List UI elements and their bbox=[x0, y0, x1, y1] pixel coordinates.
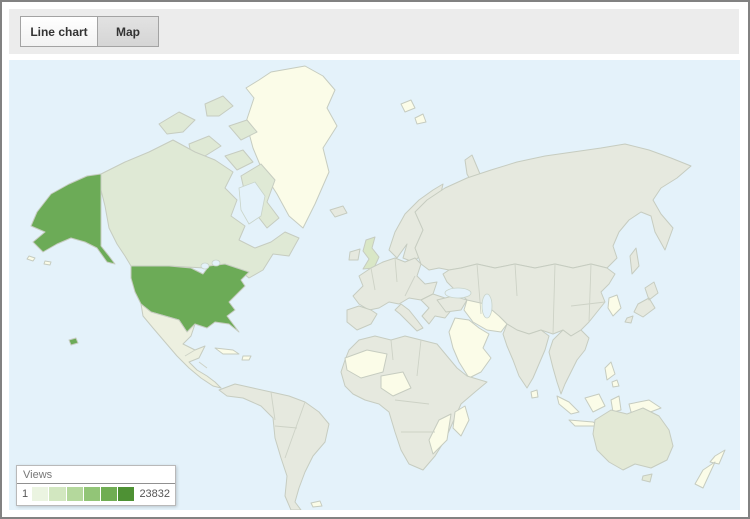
region-iceland[interactable] bbox=[329, 205, 348, 218]
region-caribbean[interactable] bbox=[214, 347, 252, 361]
region-east-africa[interactable] bbox=[428, 413, 452, 455]
region-madagascar[interactable] bbox=[452, 405, 470, 437]
country-borders bbox=[184, 257, 606, 459]
legend-swatch-6 bbox=[118, 487, 135, 501]
legend-swatch-2 bbox=[49, 487, 66, 501]
legend-swatch-5 bbox=[101, 487, 118, 501]
region-aleutian-islands[interactable] bbox=[26, 255, 52, 266]
line-chart-button[interactable]: Line chart bbox=[20, 16, 98, 47]
region-alaska-united-states[interactable] bbox=[30, 173, 116, 265]
region-new-zealand[interactable] bbox=[694, 449, 726, 489]
region-tasmania[interactable] bbox=[641, 473, 653, 483]
legend-title: Views bbox=[17, 466, 175, 484]
region-greenland[interactable] bbox=[245, 65, 338, 229]
region-italy[interactable] bbox=[394, 303, 424, 332]
map-legend: Views 1 23832 bbox=[16, 465, 176, 506]
legend-swatch-1 bbox=[32, 487, 49, 501]
region-south-america[interactable] bbox=[218, 383, 330, 510]
region-mexico-central-america[interactable] bbox=[140, 303, 222, 389]
hudson-bay bbox=[238, 181, 266, 225]
map-button[interactable]: Map bbox=[97, 16, 159, 47]
world-map: Views 1 23832 bbox=[9, 60, 740, 510]
region-canada[interactable] bbox=[100, 139, 300, 279]
view-toggle-group: Line chart Map bbox=[20, 16, 159, 47]
view-toolbar: Line chart Map bbox=[9, 9, 739, 54]
caspian-sea bbox=[481, 293, 493, 319]
region-philippines[interactable] bbox=[604, 361, 620, 388]
region-india[interactable] bbox=[502, 323, 550, 389]
great-lakes bbox=[200, 259, 221, 270]
region-ireland[interactable] bbox=[348, 248, 361, 261]
region-svalbard[interactable] bbox=[400, 99, 427, 125]
region-korea[interactable] bbox=[607, 294, 622, 317]
region-sri-lanka[interactable] bbox=[530, 389, 539, 399]
black-sea bbox=[444, 287, 472, 299]
region-japan[interactable] bbox=[624, 281, 659, 324]
legend-scale: 1 23832 bbox=[17, 484, 175, 505]
region-western-europe[interactable] bbox=[352, 257, 438, 311]
region-hawaii-united-states[interactable] bbox=[68, 337, 79, 346]
legend-swatch-4 bbox=[83, 487, 100, 501]
region-falkland-islands[interactable] bbox=[310, 500, 323, 508]
region-west-africa[interactable] bbox=[344, 349, 388, 379]
region-southeast-asia[interactable] bbox=[548, 329, 590, 395]
legend-max-value: 23832 bbox=[139, 488, 171, 500]
region-australia[interactable] bbox=[592, 407, 674, 471]
region-sakhalin[interactable] bbox=[629, 247, 640, 275]
region-iberia[interactable] bbox=[346, 305, 378, 331]
region-central-africa[interactable] bbox=[380, 371, 412, 397]
region-arabia[interactable] bbox=[448, 317, 492, 379]
legend-swatch-3 bbox=[66, 487, 83, 501]
legend-min-value: 1 bbox=[22, 488, 29, 500]
